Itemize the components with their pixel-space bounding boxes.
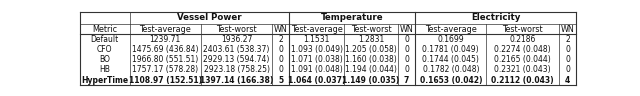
Text: 1397.14 (166.38): 1397.14 (166.38) xyxy=(200,76,273,85)
Text: 0.1744 (0.045): 0.1744 (0.045) xyxy=(422,55,479,64)
Text: 0.2165 (0.044): 0.2165 (0.044) xyxy=(494,55,551,64)
Text: Test-average: Test-average xyxy=(140,25,191,34)
Text: Test-average: Test-average xyxy=(425,25,477,34)
Text: 0: 0 xyxy=(278,45,284,54)
Text: 0.1782 (0.048): 0.1782 (0.048) xyxy=(422,65,479,74)
Text: 1.205 (0.058): 1.205 (0.058) xyxy=(345,45,397,54)
Text: 0.2186: 0.2186 xyxy=(509,35,536,44)
Text: 4: 4 xyxy=(565,76,570,85)
Text: Metric: Metric xyxy=(92,25,117,34)
Text: 1.149 (0.035): 1.149 (0.035) xyxy=(342,76,399,85)
Text: 0: 0 xyxy=(565,55,570,64)
Text: 2929.13 (594.74): 2929.13 (594.74) xyxy=(204,55,270,64)
Text: 1.093 (0.049): 1.093 (0.049) xyxy=(291,45,342,54)
Text: 1475.69 (436.84): 1475.69 (436.84) xyxy=(132,45,198,54)
Text: 1.091 (0.048): 1.091 (0.048) xyxy=(291,65,342,74)
Text: Test-worst: Test-worst xyxy=(351,25,391,34)
Text: 1.071 (0.038): 1.071 (0.038) xyxy=(291,55,342,64)
Text: 2923.18 (758.25): 2923.18 (758.25) xyxy=(204,65,269,74)
Text: Test-average: Test-average xyxy=(291,25,342,34)
Text: 0.1653 (0.042): 0.1653 (0.042) xyxy=(420,76,482,85)
Text: 2403.61 (538.37): 2403.61 (538.37) xyxy=(204,45,270,54)
Text: WN: WN xyxy=(400,25,413,34)
Text: 1.1531: 1.1531 xyxy=(303,35,330,44)
Text: 1.064 (0.037): 1.064 (0.037) xyxy=(288,76,345,85)
Text: Test-worst: Test-worst xyxy=(502,25,543,34)
Text: 0: 0 xyxy=(278,55,284,64)
Text: 0.2274 (0.048): 0.2274 (0.048) xyxy=(495,45,551,54)
Text: 7: 7 xyxy=(404,76,410,85)
Text: 0: 0 xyxy=(404,35,409,44)
Text: Electricity: Electricity xyxy=(471,13,520,22)
Text: 2: 2 xyxy=(278,35,283,44)
Text: 0: 0 xyxy=(404,55,409,64)
Text: HB: HB xyxy=(99,65,110,74)
Text: CFO: CFO xyxy=(97,45,113,54)
Text: HyperTime: HyperTime xyxy=(81,76,129,85)
Text: WN: WN xyxy=(274,25,288,34)
Text: 0: 0 xyxy=(278,65,284,74)
Text: BO: BO xyxy=(99,55,110,64)
Text: WN: WN xyxy=(561,25,575,34)
Text: 0: 0 xyxy=(404,65,409,74)
Text: Vessel Power: Vessel Power xyxy=(177,13,242,22)
Text: 1.2831: 1.2831 xyxy=(358,35,384,44)
Text: 0: 0 xyxy=(565,65,570,74)
Text: 0.1781 (0.049): 0.1781 (0.049) xyxy=(422,45,479,54)
Text: 2: 2 xyxy=(565,35,570,44)
Text: 1966.80 (551.51): 1966.80 (551.51) xyxy=(132,55,198,64)
Text: 0.2321 (0.043): 0.2321 (0.043) xyxy=(495,65,551,74)
Text: 1757.17 (578.28): 1757.17 (578.28) xyxy=(132,65,198,74)
Text: Temperature: Temperature xyxy=(321,13,383,22)
Text: 5: 5 xyxy=(278,76,284,85)
Text: Test-worst: Test-worst xyxy=(216,25,257,34)
Text: 0.2112 (0.043): 0.2112 (0.043) xyxy=(492,76,554,85)
Text: 1.194 (0.044): 1.194 (0.044) xyxy=(345,65,397,74)
Text: 0: 0 xyxy=(404,45,409,54)
Text: 1936.27: 1936.27 xyxy=(221,35,252,44)
Text: 1.160 (0.038): 1.160 (0.038) xyxy=(345,55,397,64)
Text: 1108.97 (152.51): 1108.97 (152.51) xyxy=(129,76,202,85)
Text: Default: Default xyxy=(91,35,119,44)
Text: 0.1699: 0.1699 xyxy=(438,35,464,44)
Text: 0: 0 xyxy=(565,45,570,54)
Text: 1239.71: 1239.71 xyxy=(150,35,181,44)
